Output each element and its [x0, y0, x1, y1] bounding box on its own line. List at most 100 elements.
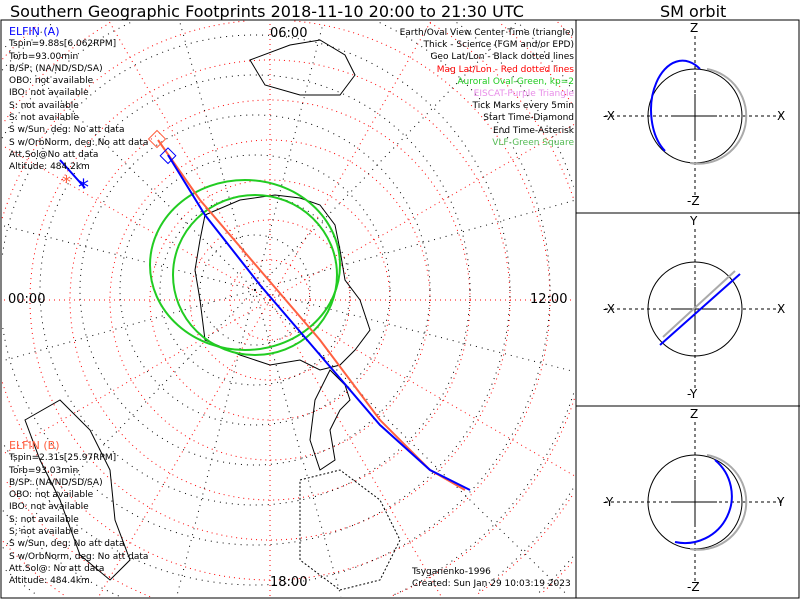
- orbit-track-back: [689, 454, 748, 551]
- elfin-a-line: B/SP: (NA/ND/SD/SA): [9, 63, 103, 74]
- auroral-oval-inner: [172, 194, 338, 356]
- orbit-axis-label-top: Z: [690, 407, 699, 421]
- geo-lon-line: [2, 225, 256, 291]
- elfin-b-line: S w/Sun, deg: No att data: [9, 539, 125, 550]
- geo-lon-line: [254, 22, 324, 291]
- geo-lat-circle: [456, 22, 575, 187]
- orbit-frame: [575, 19, 800, 599]
- elfin-b-line: B/SP: (NA/ND/SD/SA): [9, 477, 103, 488]
- mag-lat-circle: [2, 540, 64, 596]
- orbit-track-back: [689, 68, 748, 165]
- mag-lon-line: [269, 299, 442, 597]
- elfin-b-line: OBO: not available: [9, 490, 94, 501]
- orbit-axis-label-right: X: [777, 302, 786, 316]
- geo-lat-circle: [1, 509, 119, 597]
- hour-label-bottom: 18:00: [270, 575, 308, 590]
- geo-lon-line: [254, 289, 569, 597]
- legend-item: Earth/Oval View Center Time (triangle): [399, 28, 574, 38]
- elfin-b-line: IBO: not available: [9, 502, 89, 513]
- mag-lat-circle: [476, 495, 573, 596]
- hour-label-top: 06:00: [270, 26, 308, 41]
- mag-lat-circle: [429, 22, 575, 202]
- elfin-b-line: S: not available: [9, 514, 79, 525]
- elfin-a-name: ELFIN (A): [9, 25, 60, 38]
- orbit-track: [659, 273, 741, 346]
- elfin-a-line: S: not available: [9, 100, 79, 111]
- start-diamond-a: [159, 147, 177, 165]
- orbit-axis-label-bottom: -Y: [687, 387, 698, 401]
- orbit-track-back: [662, 270, 736, 338]
- orbit-axis-label-right: Y: [777, 495, 785, 509]
- elfin-b-line: S w/OrbNorm, deg: No att data: [9, 551, 149, 562]
- hour-label-left: 00:00: [8, 292, 46, 307]
- orbit-axis-label-right: X: [777, 109, 786, 123]
- plot-title: Southern Geographic Footprints 2018-11-1…: [10, 2, 524, 21]
- mag-lon-line: [269, 123, 576, 301]
- end-asterisk-a: *: [78, 176, 89, 201]
- geo-lat-circle: [519, 24, 574, 92]
- auroral-oval-outer: [149, 179, 341, 351]
- elfin-a-line: S w/OrbNorm, deg: No att data: [9, 137, 149, 148]
- start-diamond-b: [147, 129, 167, 149]
- legend-item: Tick Marks every 5min: [472, 101, 574, 112]
- elfin-b-line: S: not available: [9, 527, 79, 538]
- elfin-a-track-west: [59, 159, 86, 189]
- elfin-a-info: ELFIN (A) Tspin=9.88s[6.062RPM] Torb=93.0…: [9, 25, 149, 174]
- elfin-a-line: Altitude: 484.2km: [9, 162, 90, 173]
- geo-lat-circle: [199, 234, 311, 346]
- elfin-a-line: Torb=93.00min: [9, 51, 79, 62]
- legend-item: EISCAT-Purple Triangle: [473, 89, 574, 100]
- elfin-b-line: Torb=93.03min: [9, 465, 79, 476]
- elfin-b-name: ELFIN (B): [9, 439, 60, 452]
- orbit-axis-label-left: -Y: [603, 495, 614, 509]
- elfin-b-line: Altitude: 484.4km: [9, 576, 90, 587]
- elfin-a-line: S: not available: [9, 113, 79, 124]
- geo-lat-circle: [537, 556, 574, 594]
- orbit-axis-label-left: -X: [603, 302, 615, 316]
- orbit-track: [674, 459, 733, 545]
- legend-item: End Time-Asterisk: [492, 125, 574, 136]
- elfin-a-line: S w/Sun, deg: No att data: [9, 125, 125, 136]
- orbit-axis-label-top: Z: [690, 21, 699, 35]
- created-label: Created: Sun Jan 29 10:03:19 2023: [412, 579, 571, 590]
- mag-lat-circle: [149, 179, 391, 421]
- continent-south-america: [309, 369, 351, 471]
- elfin-a-line: OBO: not available: [9, 76, 94, 87]
- orbit-axis-label-left: -X: [603, 109, 615, 123]
- elfin-b-track: [157, 139, 466, 491]
- footer: Tsyganenko-1996 Created: Sun Jan 29 10:0…: [412, 566, 571, 591]
- legend-item: Auroral Oval-Green, kp=2: [457, 76, 574, 87]
- elfin-b-info: ELFIN (B) Tspin=2.31s[25.97RPM] Torb=93.0…: [9, 439, 149, 588]
- mag-lat-circle: [2, 23, 39, 60]
- legend: Earth/Oval View Center Time (triangle) Th…: [400, 27, 574, 149]
- legend-item: Start Time-Diamond: [483, 113, 574, 124]
- model-label: Tsyganenko-1996: [412, 567, 491, 577]
- continent-australia: [249, 39, 356, 96]
- geo-lon-line: [254, 199, 575, 291]
- legend-item: Thick - Science (FGM and/or EPD): [423, 40, 574, 51]
- orbit-track: [650, 59, 701, 152]
- orbit-axis-label-bottom: -Z: [687, 580, 700, 594]
- end-asterisk-b: *: [62, 172, 71, 193]
- mag-lat-circle: [557, 21, 573, 38]
- elfin-a-line: IBO: not available: [9, 88, 89, 99]
- geo-lon-line: [176, 289, 256, 597]
- elfin-a-track: [167, 154, 471, 491]
- sm-orbit-title: SM orbit: [660, 2, 727, 21]
- elfin-a-line: Att.Sol@No att data: [9, 149, 99, 160]
- elfin-a-line: Tspin=9.88s[6.062RPM]: [9, 39, 117, 50]
- mag-lon-line: [269, 299, 576, 477]
- continent-africa: [24, 399, 131, 581]
- geo-lon-line: [1, 289, 256, 550]
- mag-lon-line: [3, 299, 271, 455]
- geo-lat-circle: [475, 488, 574, 594]
- orbit-axis-label-bottom: -Z: [687, 194, 700, 208]
- legend-item: Geo Lat/Lon - Black dotted lines: [430, 52, 574, 63]
- mag-lat-circle: [1, 20, 246, 219]
- hour-label-right: 12:00: [530, 292, 568, 307]
- orbit-axis-label-top: Y: [690, 214, 698, 228]
- elfin-b-line: Att.Sol@: No att data: [9, 563, 105, 574]
- legend-item: Mag Lat/Lon - Red dotted lines: [436, 64, 574, 75]
- geo-lat-circle: [3, 568, 35, 594]
